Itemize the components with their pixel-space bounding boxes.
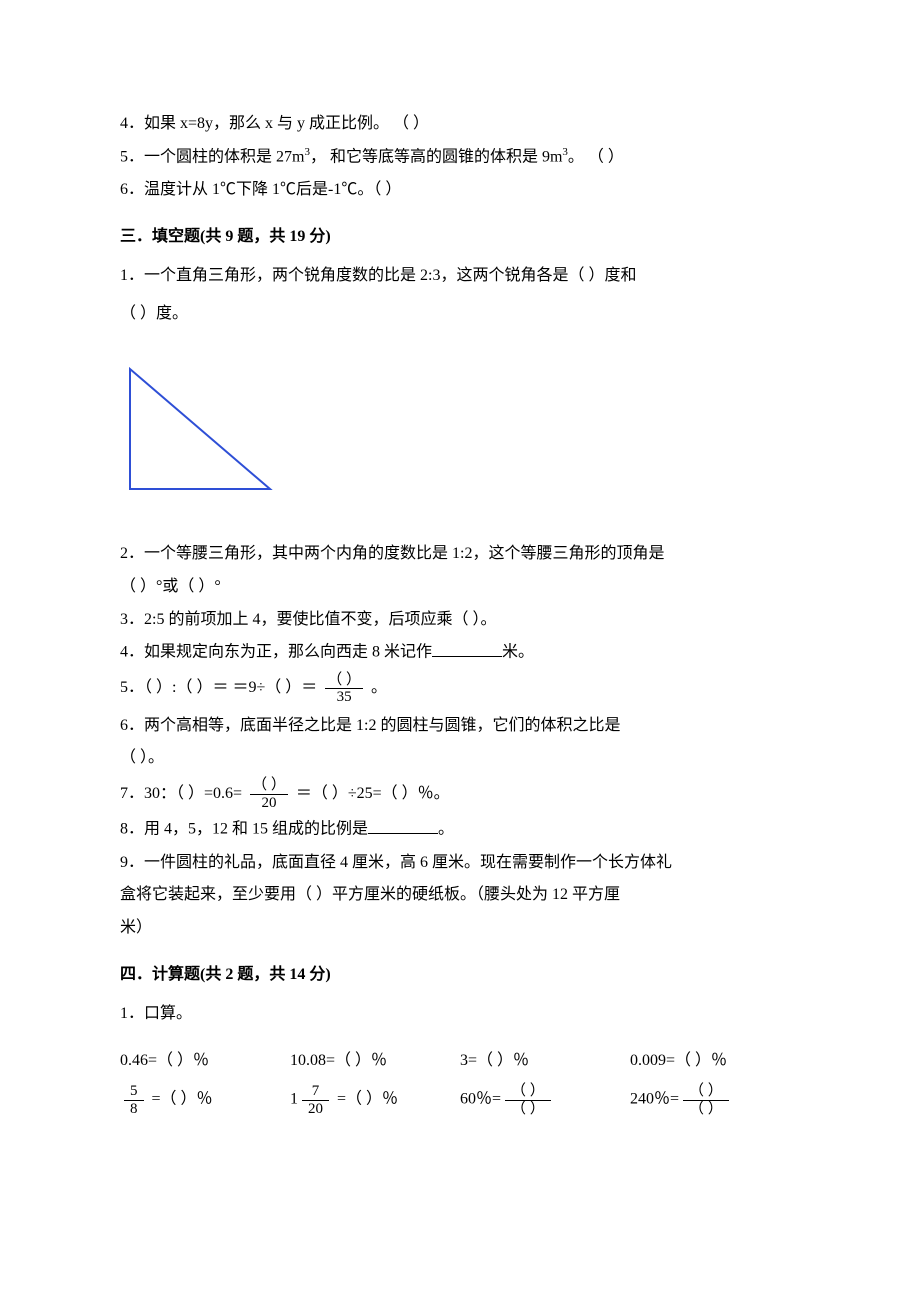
fill-q9-line1: 9．一件圆柱的礼品，底面直径 4 厘米，高 6 厘米。现在需要制作一个长方体礼	[120, 849, 800, 878]
fill-q7: 7．30：（ ）=0.6= （ ） 20 ＝（ ）÷25=（ ）％。	[120, 777, 800, 811]
tf-q5-part-b: ， 和它等底等高的圆锥的体积是 9m	[310, 148, 562, 165]
fraction: （ ） 35	[325, 672, 363, 706]
section-4-title: 四．计算题(共 2 题，共 14 分)	[120, 961, 800, 990]
fill-q3: 3．2:5 的前项加上 4，要使比值不变，后项应乘（ ）。	[120, 606, 800, 635]
calc-r2c4-lead: 240％=	[630, 1091, 679, 1108]
fraction-numerator: 7	[302, 1083, 329, 1101]
section-3-title: 三．填空题(共 9 题，共 19 分)	[120, 223, 800, 252]
fill-q7-mid: ＝（ ）÷25=（ ）％。	[296, 780, 450, 809]
fraction: （ ） （ ）	[683, 1083, 729, 1117]
fill-q4-text: 4．如果规定向东为正，那么向西走 8 米记作	[120, 644, 432, 661]
fraction: （ ） （ ）	[505, 1083, 551, 1117]
calc-r2c3: 60％= （ ） （ ）	[460, 1083, 630, 1117]
tf-q4: 4．如果 x=8y，那么 x 与 y 成正比例。 （ ）	[120, 110, 800, 139]
fraction-denominator: 20	[250, 795, 288, 812]
calc-q1-label: 1．口算。	[120, 1000, 800, 1029]
fill-q8-text: 8．用 4，5，12 和 15 组成的比例是	[120, 821, 368, 838]
fraction-denominator: （ ）	[683, 1101, 729, 1118]
fraction-numerator: （ ）	[325, 672, 363, 690]
tf-q5-part-c: 。 （ ）	[568, 148, 624, 165]
fraction: 5 8	[124, 1083, 144, 1117]
calc-r2c1-tail: =（ ）％	[148, 1091, 213, 1108]
fill-q9-line2: 盒将它装起来，至少要用（ ）平方厘米的硬纸板。（腰头处为 12 平方厘	[120, 881, 800, 910]
right-triangle-svg	[120, 359, 280, 499]
fill-q2-line1: 2．一个等腰三角形，其中两个内角的度数比是 1:2，这个等腰三角形的顶角是	[120, 540, 800, 569]
blank-underline	[368, 815, 438, 834]
blank-underline	[432, 638, 502, 657]
fill-q4: 4．如果规定向东为正，那么向西走 8 米记作 米。	[120, 638, 800, 667]
fraction-denominator: 20	[302, 1101, 329, 1118]
calc-r1c1: 0.46=（ ）％	[120, 1047, 290, 1076]
fraction: 7 20	[302, 1083, 329, 1117]
fraction-numerator: （ ）	[505, 1083, 551, 1101]
fill-q8: 8．用 4，5，12 和 15 组成的比例是 。	[120, 815, 800, 844]
fill-q8-tail: 。	[438, 821, 454, 838]
fill-q6-line1: 6．两个高相等，底面半径之比是 1:2 的圆柱与圆锥，它们的体积之比是	[120, 712, 800, 741]
fraction-denominator: 35	[325, 689, 363, 706]
calc-r2c1: 5 8 =（ ）％	[120, 1083, 290, 1117]
tf-q5: 5．一个圆柱的体积是 27m3， 和它等底等高的圆锥的体积是 9m3。 （ ）	[120, 143, 800, 172]
calc-r1c4: 0.009=（ ）％	[630, 1047, 800, 1076]
triangle-figure	[120, 359, 800, 510]
calc-row-1: 0.46=（ ）％ 10.08=（ ）％ 3=（ ）％ 0.009=（ ）％	[120, 1047, 800, 1076]
calc-row-2: 5 8 =（ ）％ 1 7 20 =（ ）％ 60％= （ ） （ ） 240％…	[120, 1083, 800, 1117]
fraction-numerator: （ ）	[683, 1083, 729, 1101]
calc-r1c2: 10.08=（ ）％	[290, 1047, 460, 1076]
fill-q6-line2: （ ）。	[120, 744, 800, 773]
mixed-whole: 1	[290, 1091, 298, 1108]
fill-q5-lead: 5．（ ）:（ ）＝ ＝9÷（ ）＝	[120, 674, 317, 703]
calc-r2c3-lead: 60％=	[460, 1091, 501, 1108]
document-page: 4．如果 x=8y，那么 x 与 y 成正比例。 （ ） 5．一个圆柱的体积是 …	[0, 0, 920, 1302]
fraction-numerator: （ ）	[250, 777, 288, 795]
tf-q5-part-a: 5．一个圆柱的体积是 27m	[120, 148, 304, 165]
fill-q5: 5．（ ）:（ ）＝ ＝9÷（ ）＝ （ ） 35 。	[120, 672, 800, 706]
fill-q4-tail: 米。	[502, 644, 534, 661]
fill-q7-lead: 7．30：（ ）=0.6=	[120, 780, 242, 809]
fraction-denominator: （ ）	[505, 1101, 551, 1118]
fill-q2-line2: （ ）°或（ ）°	[120, 573, 800, 602]
fill-q1-line1: 1．一个直角三角形，两个锐角度数的比是 2:3，这两个锐角各是（ ）度和	[120, 262, 800, 291]
calc-r2c2-tail: =（ ）％	[333, 1091, 398, 1108]
calc-grid: 0.46=（ ）％ 10.08=（ ）％ 3=（ ）％ 0.009=（ ）％ 5…	[120, 1047, 800, 1118]
fraction-denominator: 8	[124, 1101, 144, 1118]
calc-r2c2: 1 7 20 =（ ）％	[290, 1083, 460, 1117]
calc-r1c3: 3=（ ）％	[460, 1047, 630, 1076]
fraction-numerator: 5	[124, 1083, 144, 1101]
fill-q9-line3: 米）	[120, 914, 800, 943]
tf-q6: 6．温度计从 1℃下降 1℃后是-1℃。（ ）	[120, 176, 800, 205]
fill-q1-line2: （ ）度。	[120, 300, 800, 329]
fill-q5-tail: 。	[371, 674, 387, 703]
fraction: （ ） 20	[250, 777, 288, 811]
calc-r2c4: 240％= （ ） （ ）	[630, 1083, 800, 1117]
triangle-shape	[130, 369, 270, 489]
